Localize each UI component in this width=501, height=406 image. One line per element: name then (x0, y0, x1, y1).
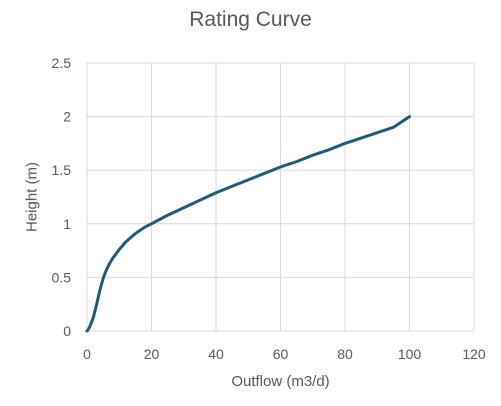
y-tick-label: 2.5 (52, 55, 72, 71)
y-tick-label: 0.5 (52, 269, 72, 285)
x-tick-label: 60 (273, 346, 289, 362)
series-line-0 (85, 115, 411, 333)
x-tick-label: 100 (398, 346, 422, 362)
y-tick-label: 0 (63, 323, 71, 339)
y-axis-label: Height (m) (23, 161, 41, 233)
gridlines (86, 62, 475, 332)
x-tick-label: 40 (208, 346, 224, 362)
x-tick-label: 0 (83, 346, 91, 362)
x-tick-label: 20 (144, 346, 160, 362)
chart-title: Rating Curve (189, 8, 312, 31)
x-tick-label: 80 (337, 346, 353, 362)
y-tick-label: 2 (63, 109, 71, 125)
y-tick-label: 1.5 (52, 162, 72, 178)
y-tick-label: 1 (63, 216, 71, 232)
series-layer (85, 115, 411, 333)
tick-labels: 0 20 40 60 80 100 120 0 0.5 1 1.5 2 2.5 (52, 55, 486, 362)
x-tick-label: 120 (462, 346, 486, 362)
x-axis-label: Outflow (m3/d) (231, 373, 330, 390)
